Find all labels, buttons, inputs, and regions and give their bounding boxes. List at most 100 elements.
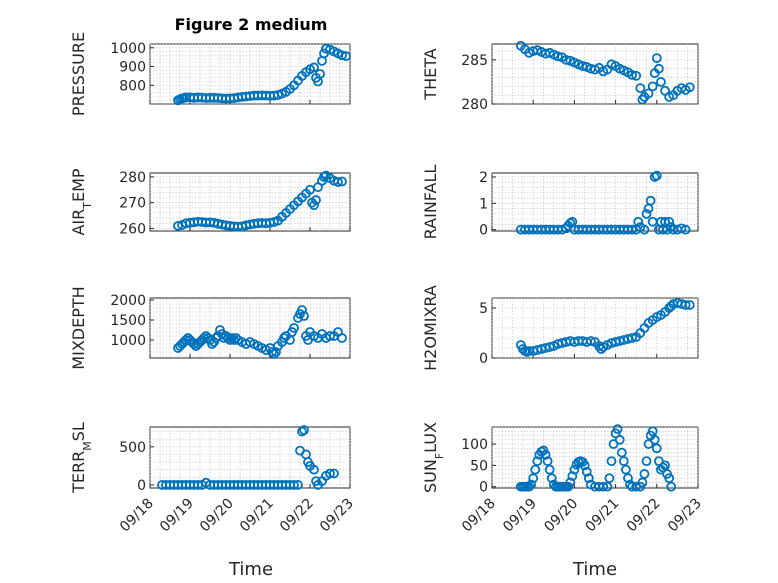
data-point <box>311 195 321 205</box>
data-point <box>309 62 319 73</box>
data-point <box>297 305 307 315</box>
data-point <box>544 342 555 352</box>
data-point <box>627 333 637 343</box>
data-point <box>684 300 695 310</box>
data-point <box>297 426 307 437</box>
data-point <box>635 83 646 94</box>
data-point <box>651 443 662 454</box>
data-point <box>583 473 594 484</box>
data-point <box>660 460 670 471</box>
data-point <box>676 223 687 234</box>
data-point <box>561 54 572 65</box>
data-point <box>325 331 335 341</box>
data-point <box>614 434 625 445</box>
data-point <box>577 61 588 71</box>
data-point <box>643 88 654 99</box>
panel-pressure: 800 900 1000 PRESSURE <box>69 32 351 116</box>
x-tick-label: 09/19 <box>157 496 197 536</box>
y-axis-label: MIXDEPTH <box>69 286 88 369</box>
x-tick-label: 09/21 <box>583 496 623 536</box>
data-point <box>581 466 592 477</box>
data-point <box>645 195 656 206</box>
panel-terr_msl: 0 500 09/18 09/19 09/20 09/21 09/22 09/23 TERRMS… <box>69 422 357 535</box>
y-axis-label: PRESSURE <box>69 32 88 116</box>
data-point <box>664 216 675 227</box>
y-tick-label: 280 <box>461 97 488 113</box>
data-point <box>181 335 191 345</box>
y-tick-label: 0 <box>479 480 488 496</box>
data-point <box>664 473 675 484</box>
data-point <box>337 176 347 187</box>
data-point <box>329 468 339 479</box>
data-point <box>637 477 648 488</box>
x-tick-label: 09/18 <box>117 496 157 536</box>
data-point <box>271 347 281 357</box>
x-tick-label: 09/23 <box>317 496 357 536</box>
data-point <box>337 333 347 343</box>
data-point <box>612 424 623 435</box>
data-point <box>553 51 563 62</box>
y-tick-label: 0 <box>479 351 488 367</box>
data-points <box>515 40 695 105</box>
data-points <box>157 425 339 490</box>
data-point <box>315 69 325 79</box>
y-tick-label: 800 <box>119 78 146 94</box>
x-tick-label: 09/22 <box>277 496 317 536</box>
gridlines <box>491 173 699 231</box>
x-tick-label: 09/19 <box>500 496 540 536</box>
data-point <box>299 425 309 435</box>
data-point <box>546 473 557 484</box>
data-points <box>173 43 351 106</box>
y-tick-label: 5 <box>479 301 488 317</box>
y-tick-label: 1 <box>479 196 488 212</box>
panel-rainfall: 0 1 2 RAINFALL <box>421 165 699 239</box>
data-point <box>299 311 309 321</box>
data-point <box>641 456 652 467</box>
y-tick-label: 100 <box>461 437 488 453</box>
panel-mixdepth: 1000 1500 2000 MIXDEPTH <box>69 286 351 370</box>
data-point <box>666 481 677 492</box>
x-tick-label: 09/20 <box>197 496 237 536</box>
data-point <box>639 469 650 479</box>
data-point <box>532 456 543 467</box>
y-axis-label: SUNFLUX <box>421 422 446 493</box>
data-point <box>189 339 199 349</box>
y-axis-label: TERRMSL <box>69 422 94 494</box>
y-tick-label: 500 <box>119 440 146 456</box>
data-point <box>656 77 666 87</box>
data-point <box>289 480 299 490</box>
data-point <box>651 53 662 64</box>
data-point <box>542 456 553 467</box>
data-point <box>623 473 633 484</box>
y-tick-label: 0 <box>479 223 488 239</box>
data-point <box>598 481 609 492</box>
gridlines <box>149 298 351 358</box>
data-points <box>515 298 695 357</box>
y-tick-label: 2 <box>479 170 488 186</box>
y-axis-label: H2OMIXRA <box>421 285 440 371</box>
data-point <box>680 300 691 310</box>
data-point <box>579 460 590 471</box>
y-tick-label: 1000 <box>110 41 146 57</box>
data-point <box>631 70 642 81</box>
data-point <box>540 449 551 460</box>
data-point <box>333 177 343 187</box>
panel-air_temp: 260 270 280 AIRTEMP <box>69 168 351 237</box>
data-point <box>227 333 237 343</box>
x-tick-label: 09/22 <box>624 496 664 536</box>
data-point <box>269 349 279 359</box>
data-point <box>627 69 637 80</box>
y-tick-label: 50 <box>470 458 488 474</box>
data-point <box>530 464 541 475</box>
data-point <box>618 456 629 467</box>
y-axis-label: AIRTEMP <box>69 168 94 235</box>
data-point <box>524 481 534 492</box>
data-point <box>651 170 662 181</box>
y-axis-label: THETA <box>421 48 440 100</box>
y-tick-label: 0 <box>137 478 146 494</box>
data-point <box>604 473 615 484</box>
data-point <box>606 456 617 467</box>
data-point <box>653 63 664 74</box>
data-point <box>565 477 576 488</box>
